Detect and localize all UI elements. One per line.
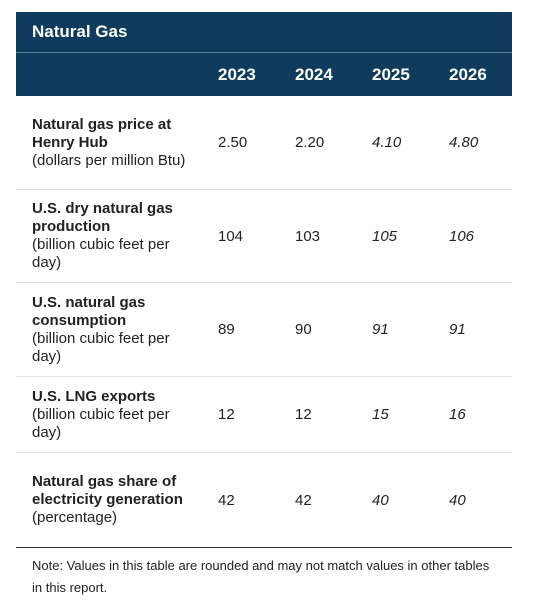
- column-header: 2026: [449, 64, 487, 84]
- row-unit: (percentage): [32, 509, 118, 526]
- cell-value: 104: [218, 227, 244, 245]
- cell-value: 4.80: [449, 134, 479, 151]
- cell-value: 40: [372, 491, 389, 509]
- table-row: U.S. natural gas consumption (billion cub…: [16, 283, 512, 377]
- cell-value: 91: [449, 321, 466, 338]
- cell-value: 103: [295, 227, 321, 245]
- column-header: 2023: [218, 64, 256, 84]
- row-title: U.S. LNG exports: [32, 387, 156, 405]
- cell-value: 90: [295, 321, 312, 338]
- table-row: U.S. dry natural gas production (billion …: [16, 190, 512, 283]
- table-row: Natural gas price at Henry Hub (dollars p…: [16, 96, 512, 190]
- row-title: U.S. natural gas consumption: [32, 293, 146, 329]
- cell-value: 42: [218, 491, 235, 509]
- header-row: 2023 2024 2025 2026: [16, 53, 512, 96]
- cell-value: 106: [449, 227, 475, 245]
- row-label: Natural gas price at Henry Hub (dollars p…: [16, 116, 192, 170]
- note: Note: Values in this table are rounded a…: [32, 558, 490, 595]
- row-title: U.S. dry natural gas production: [32, 200, 173, 235]
- row-unit: (billion cubic feet per day): [32, 405, 170, 441]
- cell-value: 15: [372, 406, 389, 423]
- cell-value: 16: [449, 406, 466, 423]
- row-unit: (billion cubic feet per day): [32, 329, 170, 365]
- row-label: U.S. natural gas consumption (billion cub…: [16, 294, 192, 366]
- table: Natural Gas 2023 2024 2025 2026 Natural gas…: [16, 12, 512, 548]
- cell-value: 42: [295, 491, 312, 509]
- cell-value: 40: [449, 491, 466, 509]
- cell-value: 91: [372, 321, 389, 338]
- column-header: 2024: [295, 64, 333, 84]
- cell-value: 2.20: [295, 134, 325, 151]
- row-label: U.S. LNG exports (billion cubic feet per …: [16, 388, 192, 442]
- row-title: Natural gas price at Henry Hub: [32, 115, 172, 151]
- row-unit: (billion cubic feet per day): [32, 236, 170, 271]
- cell-value: 2.50: [218, 134, 248, 151]
- table-row: Natural gas share of electricity generat…: [16, 453, 512, 548]
- table-body: Natural gas price at Henry Hub (dollars p…: [16, 96, 512, 548]
- column-header: 2025: [372, 64, 410, 84]
- row-unit: (dollars per million Btu): [32, 151, 186, 169]
- row-title: Natural gas share of electricity generat…: [32, 473, 183, 508]
- cell-value: 12: [295, 406, 312, 423]
- cell-value: 105: [372, 227, 398, 245]
- cell-value: 12: [218, 406, 235, 423]
- row-label: Natural gas share of electricity generat…: [16, 473, 192, 527]
- table-title: Natural Gas: [16, 12, 512, 53]
- row-label: U.S. dry natural gas production (billion …: [16, 200, 192, 272]
- cell-value: 4.10: [372, 134, 402, 151]
- table-row: U.S. LNG exports (billion cubic feet per …: [16, 377, 512, 453]
- cell-value: 89: [218, 321, 235, 338]
